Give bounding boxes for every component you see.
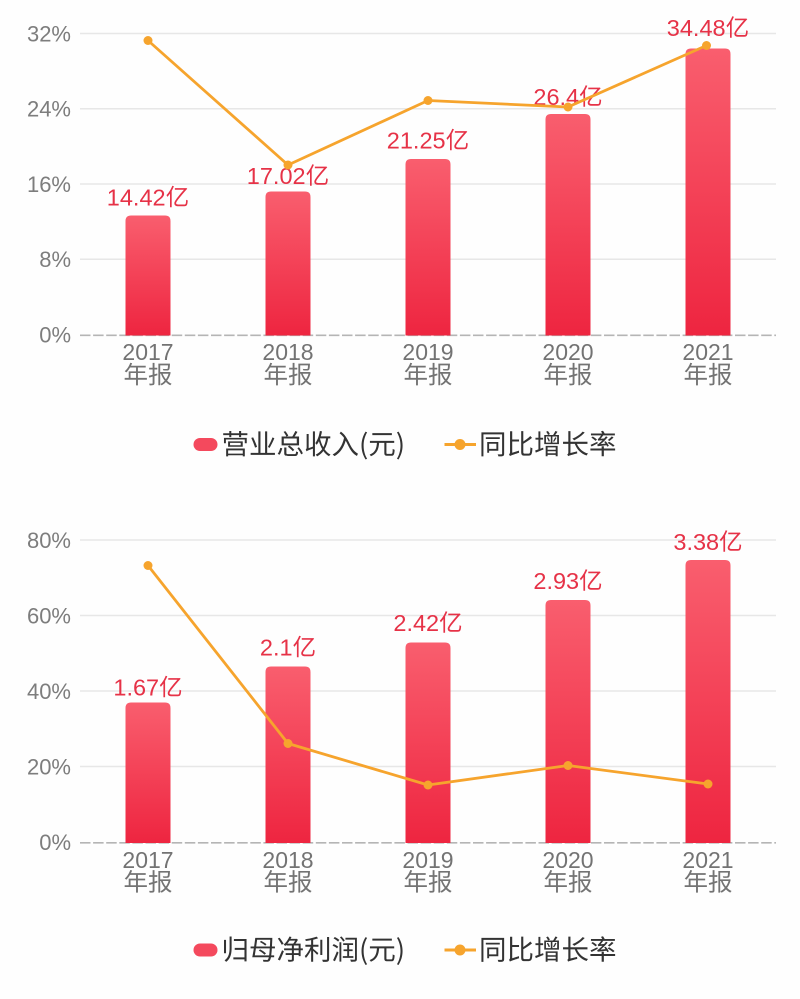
svg-text:0%: 0% xyxy=(39,322,71,347)
svg-text:14.42: 14.42 xyxy=(107,184,166,210)
svg-text:60%: 60% xyxy=(27,603,71,628)
svg-text:2018: 2018 xyxy=(262,847,313,873)
svg-text:34.48: 34.48 xyxy=(667,15,726,41)
svg-text:80%: 80% xyxy=(27,528,71,553)
svg-text:2019: 2019 xyxy=(402,339,453,365)
svg-text:2017: 2017 xyxy=(122,339,173,365)
svg-text:24%: 24% xyxy=(27,97,71,122)
svg-text:40%: 40% xyxy=(27,679,71,704)
svg-text:2020: 2020 xyxy=(542,847,593,873)
svg-text:3.38: 3.38 xyxy=(673,529,719,555)
svg-text:2021: 2021 xyxy=(682,339,733,365)
svg-text:2017: 2017 xyxy=(122,847,173,873)
svg-text:2.42: 2.42 xyxy=(393,610,439,636)
svg-text:16%: 16% xyxy=(27,172,71,197)
svg-text:8%: 8% xyxy=(39,247,71,272)
svg-text:2.1: 2.1 xyxy=(260,634,293,660)
svg-text:2.93: 2.93 xyxy=(533,568,579,594)
svg-text:2018: 2018 xyxy=(262,339,313,365)
svg-text:32%: 32% xyxy=(27,21,71,46)
svg-text:2020: 2020 xyxy=(542,339,593,365)
svg-text:21.25: 21.25 xyxy=(387,127,446,153)
svg-text:2019: 2019 xyxy=(402,847,453,873)
svg-text:1.67: 1.67 xyxy=(113,674,159,700)
svg-text:20%: 20% xyxy=(27,754,71,779)
svg-text:2021: 2021 xyxy=(682,847,733,873)
svg-text:0%: 0% xyxy=(39,830,71,855)
svg-text:17.02: 17.02 xyxy=(247,163,306,189)
